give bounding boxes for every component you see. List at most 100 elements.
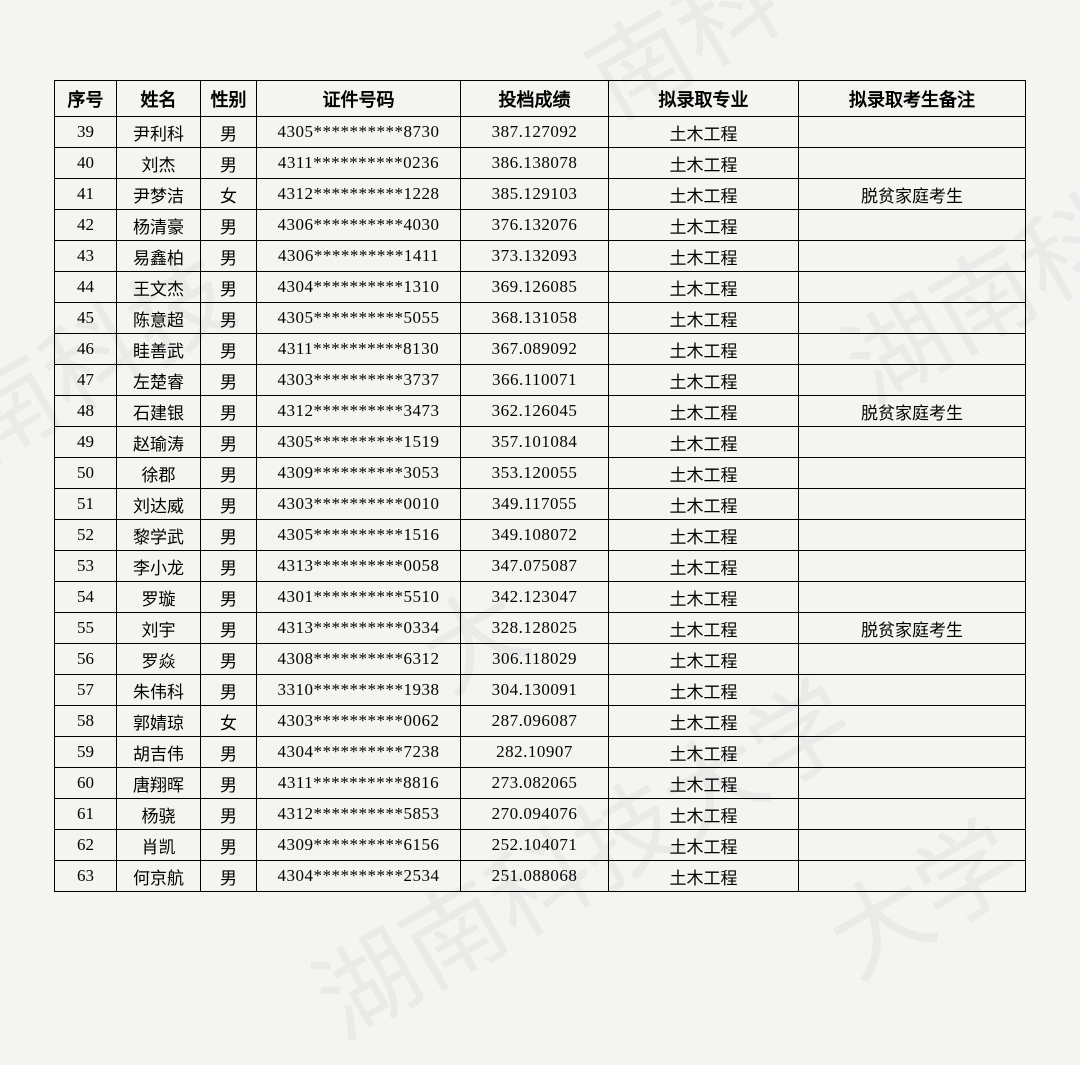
cell-sex: 男: [201, 613, 257, 644]
cell-major: 土木工程: [609, 272, 799, 303]
col-header-seq: 序号: [55, 81, 117, 117]
cell-id: 4305**********1519: [257, 427, 461, 458]
table-row: 44王文杰男4304**********1310369.126085土木工程: [55, 272, 1026, 303]
cell-name: 易鑫柏: [117, 241, 201, 272]
cell-id: 4305**********8730: [257, 117, 461, 148]
cell-note: [799, 799, 1026, 830]
cell-seq: 56: [55, 644, 117, 675]
cell-seq: 57: [55, 675, 117, 706]
cell-major: 土木工程: [609, 427, 799, 458]
cell-sex: 男: [201, 861, 257, 892]
table-row: 39尹利科男4305**********8730387.127092土木工程: [55, 117, 1026, 148]
cell-score: 306.118029: [461, 644, 609, 675]
table-row: 46眭善武男4311**********8130367.089092土木工程: [55, 334, 1026, 365]
cell-major: 土木工程: [609, 396, 799, 427]
cell-major: 土木工程: [609, 582, 799, 613]
cell-sex: 男: [201, 520, 257, 551]
col-header-major: 拟录取专业: [609, 81, 799, 117]
cell-sex: 男: [201, 458, 257, 489]
cell-score: 349.108072: [461, 520, 609, 551]
cell-major: 土木工程: [609, 520, 799, 551]
table-row: 50徐郡男4309**********3053353.120055土木工程: [55, 458, 1026, 489]
cell-id: 4311**********8130: [257, 334, 461, 365]
cell-id: 4311**********0236: [257, 148, 461, 179]
cell-major: 土木工程: [609, 334, 799, 365]
cell-sex: 男: [201, 582, 257, 613]
cell-name: 刘达威: [117, 489, 201, 520]
cell-id: 4304**********7238: [257, 737, 461, 768]
cell-score: 328.128025: [461, 613, 609, 644]
cell-seq: 55: [55, 613, 117, 644]
cell-name: 刘宇: [117, 613, 201, 644]
cell-score: 252.104071: [461, 830, 609, 861]
cell-name: 刘杰: [117, 148, 201, 179]
cell-sex: 男: [201, 210, 257, 241]
table-row: 53李小龙男4313**********0058347.075087土木工程: [55, 551, 1026, 582]
table-row: 48石建银男4312**********3473362.126045土木工程脱贫…: [55, 396, 1026, 427]
cell-id: 4312**********1228: [257, 179, 461, 210]
cell-sex: 男: [201, 148, 257, 179]
cell-name: 杨骁: [117, 799, 201, 830]
cell-name: 杨清豪: [117, 210, 201, 241]
cell-major: 土木工程: [609, 613, 799, 644]
cell-seq: 40: [55, 148, 117, 179]
cell-seq: 50: [55, 458, 117, 489]
table-body: 39尹利科男4305**********8730387.127092土木工程40…: [55, 117, 1026, 892]
cell-id: 4313**********0058: [257, 551, 461, 582]
cell-name: 胡吉伟: [117, 737, 201, 768]
cell-major: 土木工程: [609, 365, 799, 396]
cell-seq: 44: [55, 272, 117, 303]
table-row: 62肖凯男4309**********6156252.104071土木工程: [55, 830, 1026, 861]
cell-sex: 男: [201, 365, 257, 396]
table-row: 60唐翔晖男4311**********8816273.082065土木工程: [55, 768, 1026, 799]
cell-name: 何京航: [117, 861, 201, 892]
cell-seq: 43: [55, 241, 117, 272]
cell-note: [799, 706, 1026, 737]
col-header-note: 拟录取考生备注: [799, 81, 1026, 117]
table-row: 41尹梦洁女4312**********1228385.129103土木工程脱贫…: [55, 179, 1026, 210]
cell-major: 土木工程: [609, 706, 799, 737]
cell-seq: 59: [55, 737, 117, 768]
cell-sex: 男: [201, 644, 257, 675]
cell-id: 4303**********0062: [257, 706, 461, 737]
cell-note: [799, 427, 1026, 458]
cell-seq: 51: [55, 489, 117, 520]
cell-id: 3310**********1938: [257, 675, 461, 706]
cell-note: [799, 861, 1026, 892]
cell-id: 4309**********6156: [257, 830, 461, 861]
table-row: 58郭婧琼女4303**********0062287.096087土木工程: [55, 706, 1026, 737]
cell-score: 349.117055: [461, 489, 609, 520]
cell-name: 罗焱: [117, 644, 201, 675]
cell-name: 陈意超: [117, 303, 201, 334]
cell-score: 304.130091: [461, 675, 609, 706]
cell-sex: 女: [201, 179, 257, 210]
cell-sex: 男: [201, 396, 257, 427]
cell-note: [799, 551, 1026, 582]
cell-sex: 男: [201, 272, 257, 303]
cell-sex: 女: [201, 706, 257, 737]
cell-name: 眭善武: [117, 334, 201, 365]
cell-sex: 男: [201, 675, 257, 706]
cell-note: [799, 365, 1026, 396]
cell-major: 土木工程: [609, 489, 799, 520]
table-row: 52黎学武男4305**********1516349.108072土木工程: [55, 520, 1026, 551]
cell-name: 徐郡: [117, 458, 201, 489]
cell-score: 342.123047: [461, 582, 609, 613]
cell-seq: 61: [55, 799, 117, 830]
cell-major: 土木工程: [609, 861, 799, 892]
cell-id: 4301**********5510: [257, 582, 461, 613]
table-row: 49赵瑜涛男4305**********1519357.101084土木工程: [55, 427, 1026, 458]
cell-major: 土木工程: [609, 675, 799, 706]
cell-name: 郭婧琼: [117, 706, 201, 737]
cell-score: 385.129103: [461, 179, 609, 210]
cell-major: 土木工程: [609, 303, 799, 334]
cell-note: [799, 303, 1026, 334]
cell-name: 肖凯: [117, 830, 201, 861]
cell-score: 366.110071: [461, 365, 609, 396]
cell-seq: 60: [55, 768, 117, 799]
cell-major: 土木工程: [609, 458, 799, 489]
cell-seq: 41: [55, 179, 117, 210]
cell-sex: 男: [201, 334, 257, 365]
cell-id: 4311**********8816: [257, 768, 461, 799]
cell-note: [799, 737, 1026, 768]
